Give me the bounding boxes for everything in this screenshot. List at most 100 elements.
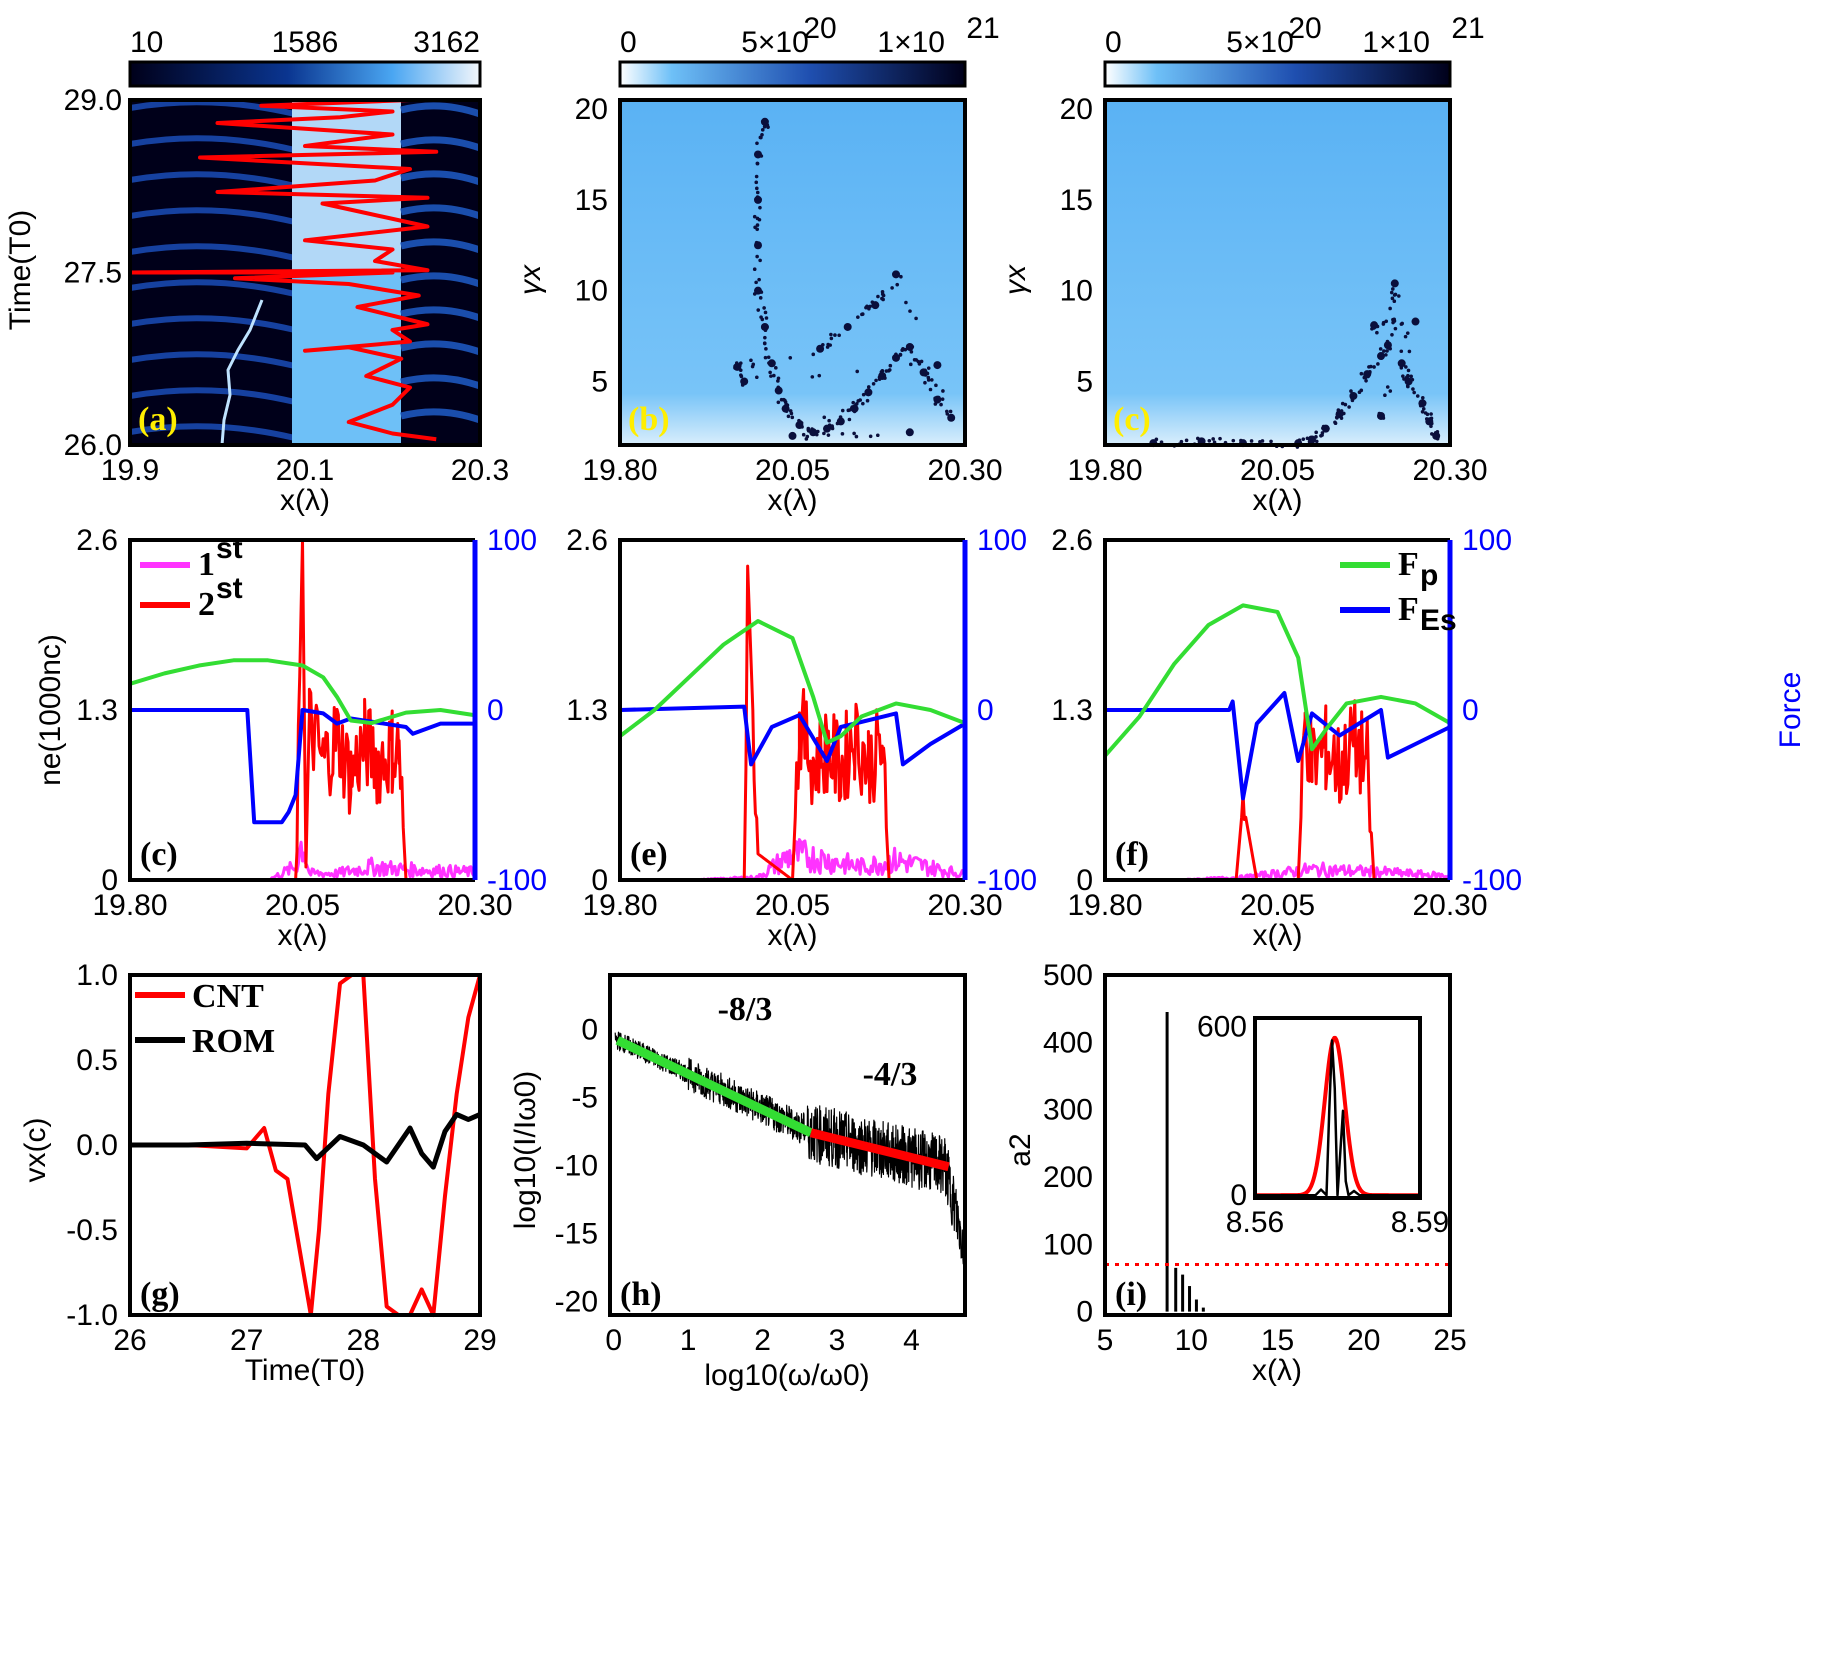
scatter-point — [738, 368, 743, 373]
scatter-point — [788, 409, 793, 413]
colorbar-tick: 21 — [1451, 12, 1484, 45]
scatter-point — [752, 214, 757, 219]
y-right-tick-label: 100 — [977, 524, 1027, 557]
scatter-point — [762, 306, 766, 310]
scatter-point — [783, 398, 787, 403]
scatter-point — [1385, 385, 1390, 389]
y-tick-label: 0 — [1076, 864, 1093, 897]
scatter-point — [1207, 438, 1212, 443]
heatmap-striation — [129, 135, 296, 153]
colorbar-tick: 1×10 — [877, 26, 945, 59]
scatter-point — [753, 225, 757, 230]
legend-label: 1 — [198, 546, 215, 583]
y-axis-label: ne(1000nc) — [34, 634, 67, 786]
scatter-point — [948, 409, 953, 414]
panel-e-density: 0 1.3 2.6 -100 0 100 19.80 20.05 20.30 x(λ) (e) — [566, 524, 1037, 952]
scatter-point — [1372, 326, 1376, 330]
scatter-point — [1429, 424, 1433, 429]
colorbar-tick: 10 — [130, 26, 163, 59]
heatmap-striation — [129, 423, 296, 441]
scatter-point — [909, 350, 914, 354]
scatter-point — [1415, 394, 1420, 398]
plot-frame — [128, 538, 475, 882]
scatter-point — [1333, 421, 1338, 426]
scatter-point — [875, 433, 880, 438]
colorbar-tick: 0 — [1105, 26, 1122, 59]
scatter-point — [1418, 403, 1423, 408]
scatter-point — [1350, 398, 1355, 403]
scatter-point — [790, 415, 795, 420]
x-tick-label: 10 — [1175, 1324, 1208, 1357]
y-tick-label: 27.5 — [64, 257, 122, 290]
scatter-point — [763, 310, 768, 315]
scatter-point — [917, 362, 922, 366]
scatter-point — [752, 267, 757, 272]
x-tick-label: 20.30 — [927, 889, 1002, 922]
scatter-point — [871, 381, 876, 386]
scatter-point — [1420, 395, 1425, 400]
y-tick-label: 1.3 — [1051, 694, 1093, 727]
scatter-point — [767, 361, 771, 365]
scatter-point — [1406, 368, 1411, 373]
scatter-point — [799, 421, 804, 425]
scatter-point — [1339, 416, 1344, 420]
scatter-point — [852, 431, 856, 436]
scatter-point — [1422, 401, 1427, 405]
x-tick-label: 20.30 — [1412, 889, 1487, 922]
y-right-tick-label: 0 — [487, 694, 504, 727]
scatter-point — [945, 409, 949, 414]
scatter-point — [925, 371, 930, 376]
scatter-point — [867, 306, 871, 311]
y-tick-label: 200 — [1043, 1161, 1093, 1194]
scatter-point — [1390, 332, 1394, 337]
colorbar — [618, 60, 967, 88]
panel-f-density: 0 1.3 2.6 -100 0 100 19.80 20.05 20.30 x(λ) (f) — [1051, 524, 1522, 952]
scatter-point — [876, 294, 880, 299]
y-tick-label: 15 — [1060, 184, 1093, 217]
scatter-point — [912, 358, 917, 362]
y-tick-label: 0 — [101, 864, 118, 897]
plot-frame — [128, 973, 482, 1317]
row2-extras: ne(1000nc) Force 1 st2 st F pF Es — [34, 532, 1807, 786]
scatter-point — [764, 316, 769, 320]
scatter-point — [1372, 365, 1376, 369]
scatter-point — [1314, 439, 1319, 444]
y-right-tick-label: 0 — [977, 694, 994, 727]
y-tick-label: 5 — [1076, 365, 1093, 398]
inset-y-tick-label: 600 — [1197, 1010, 1247, 1043]
scatter-point — [1379, 356, 1384, 360]
y-right-tick-label: 100 — [487, 524, 537, 557]
scatter-point — [888, 363, 893, 368]
colorbar-tick: 20 — [1288, 12, 1321, 45]
scatter-point — [835, 421, 840, 426]
legend-label: ROM — [192, 1023, 275, 1060]
heatmap-striation — [400, 238, 482, 254]
scatter-point — [800, 425, 804, 429]
legend-label-sub: Es — [1420, 604, 1457, 637]
panel-label: (c) — [140, 836, 178, 873]
scatter-point — [1435, 436, 1440, 441]
scatter-point — [1364, 378, 1368, 383]
scatter-point — [1407, 349, 1412, 354]
scatter-point — [755, 254, 759, 259]
scatter-point — [1335, 416, 1339, 420]
scatter-point — [933, 361, 942, 370]
scatter-point — [734, 361, 739, 365]
heatmap-striation — [400, 204, 482, 220]
scatter-point — [940, 397, 945, 401]
scatter-point — [1369, 364, 1373, 369]
plot-frame — [1103, 98, 1452, 447]
scatter-point — [1231, 438, 1236, 443]
x-axis-label: x(λ) — [768, 919, 818, 952]
scatter-point — [767, 359, 776, 368]
scatter-point — [904, 300, 908, 305]
legend-label-sub: p — [1420, 559, 1438, 592]
scatter-point — [935, 399, 939, 404]
scatter-point — [774, 386, 783, 395]
scatter-point — [1381, 416, 1386, 420]
scatter-point — [810, 375, 815, 379]
scatter-point — [754, 180, 759, 185]
scatter-point — [1381, 320, 1386, 325]
y-right-tick-label: 100 — [1462, 524, 1512, 557]
inset-signal — [1255, 1039, 1420, 1197]
